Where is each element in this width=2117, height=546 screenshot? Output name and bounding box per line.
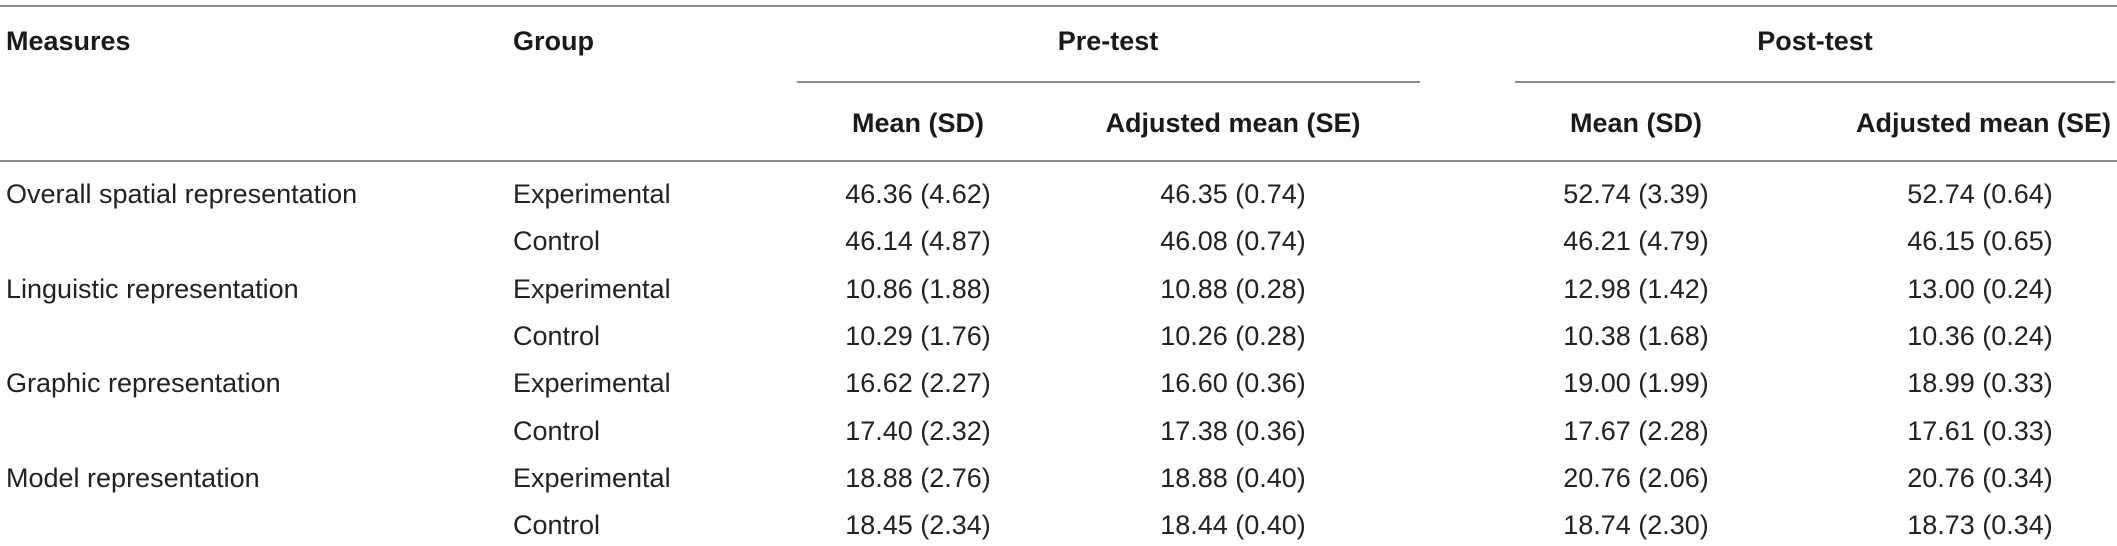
post-adjusted-cell: 18.73 (0.34) (1907, 510, 2053, 540)
post-mean-cell: 19.00 (1.99) (1563, 368, 1709, 398)
pre-adjusted-cell: 10.26 (0.28) (1160, 321, 1306, 351)
header-pre-mean-sd: Mean (SD) (851, 108, 985, 138)
group-cell: Control (513, 416, 601, 446)
post-mean-cell: 52.74 (3.39) (1563, 179, 1709, 209)
post-adjusted-cell: 52.74 (0.64) (1907, 179, 2053, 209)
pre-adjusted-cell: 18.88 (0.40) (1160, 463, 1306, 493)
pre-mean-cell: 46.14 (4.87) (845, 226, 991, 256)
measure-cell: Graphic representation (6, 368, 281, 398)
pre-adjusted-cell: 18.44 (0.40) (1160, 510, 1306, 540)
pre-mean-cell: 16.62 (2.27) (845, 368, 991, 398)
pre-adjusted-cell: 17.38 (0.36) (1160, 416, 1306, 446)
group-cell: Experimental (513, 179, 671, 209)
pre-adjusted-cell: 46.35 (0.74) (1160, 179, 1306, 209)
post-mean-cell: 12.98 (1.42) (1563, 274, 1709, 304)
post-mean-cell: 18.74 (2.30) (1563, 510, 1709, 540)
header-post-test: Post-test (1757, 26, 1873, 56)
pre-mean-cell: 18.88 (2.76) (845, 463, 991, 493)
header-group: Group (513, 26, 594, 56)
pre-test-underline (797, 81, 1420, 83)
post-adjusted-cell: 13.00 (0.24) (1907, 274, 2053, 304)
post-adjusted-cell: 20.76 (0.34) (1907, 463, 2053, 493)
measure-cell: Overall spatial representation (6, 179, 358, 209)
post-mean-cell: 46.21 (4.79) (1563, 226, 1709, 256)
header-pre-adjusted-mean-se: Adjusted mean (SE) (1105, 108, 1361, 138)
pre-adjusted-cell: 10.88 (0.28) (1160, 274, 1306, 304)
measure-cell: Linguistic representation (6, 274, 299, 304)
table-top-rule (0, 5, 2117, 7)
group-cell: Control (513, 226, 601, 256)
group-cell: Experimental (513, 368, 671, 398)
group-cell: Experimental (513, 463, 671, 493)
header-bottom-rule (0, 160, 2117, 162)
post-adjusted-cell: 46.15 (0.65) (1907, 226, 2053, 256)
pre-mean-cell: 46.36 (4.62) (845, 179, 991, 209)
header-post-mean-sd: Mean (SD) (1569, 108, 1703, 138)
pre-mean-cell: 10.29 (1.76) (845, 321, 991, 351)
pre-mean-cell: 17.40 (2.32) (845, 416, 991, 446)
post-mean-cell: 17.67 (2.28) (1563, 416, 1709, 446)
header-post-adjusted-mean-se: Adjusted mean (SE) (1855, 108, 2111, 138)
pre-mean-cell: 18.45 (2.34) (845, 510, 991, 540)
measure-cell: Model representation (6, 463, 260, 493)
header-measures: Measures (6, 26, 131, 56)
group-cell: Control (513, 321, 601, 351)
post-adjusted-cell: 18.99 (0.33) (1907, 368, 2053, 398)
header-pre-test: Pre-test (1057, 26, 1159, 56)
post-adjusted-cell: 10.36 (0.24) (1907, 321, 2053, 351)
post-adjusted-cell: 17.61 (0.33) (1907, 416, 2053, 446)
post-test-underline (1515, 81, 2115, 83)
group-cell: Control (513, 510, 601, 540)
group-cell: Experimental (513, 274, 671, 304)
pre-adjusted-cell: 46.08 (0.74) (1160, 226, 1306, 256)
post-mean-cell: 20.76 (2.06) (1563, 463, 1709, 493)
pre-adjusted-cell: 16.60 (0.36) (1160, 368, 1306, 398)
pre-mean-cell: 10.86 (1.88) (845, 274, 991, 304)
post-mean-cell: 10.38 (1.68) (1563, 321, 1709, 351)
